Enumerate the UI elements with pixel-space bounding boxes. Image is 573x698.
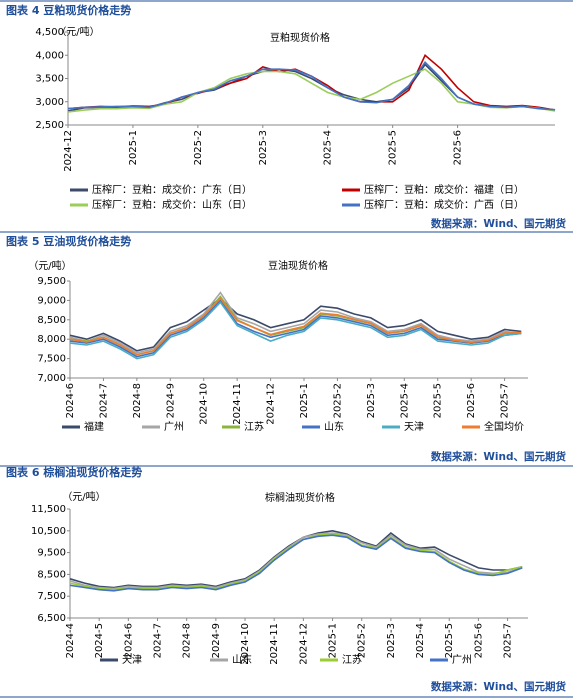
source: 数据来源：Wind、国元期货 xyxy=(430,450,567,463)
x-tick-label: 2024-9 xyxy=(165,383,176,418)
x-tick-label: 2024-11 xyxy=(232,383,243,425)
series-line xyxy=(69,301,522,360)
legend-label: 天津 xyxy=(122,654,142,666)
legend-label: 江苏 xyxy=(342,653,362,666)
x-tick-label: 2024-4 xyxy=(65,623,76,658)
x-tick-label: 2025-7 xyxy=(500,383,511,418)
x-tick-label: 2025-5 xyxy=(388,130,399,165)
y-tick-label: 8,500 xyxy=(37,315,66,326)
legend-label: 全国均价 xyxy=(484,420,524,433)
x-tick-label: 2025-6 xyxy=(466,383,477,418)
x-tick-label: 2024-7 xyxy=(98,383,109,418)
series-line xyxy=(69,532,523,590)
x-tick-label: 2024-9 xyxy=(211,623,222,658)
series-line xyxy=(69,297,522,352)
y-tick-label: 4,500 xyxy=(35,27,64,38)
series-line xyxy=(69,299,522,358)
y-axis-label: （元/吨） xyxy=(56,25,99,38)
series-line xyxy=(69,534,523,592)
x-tick-label: 2025-6 xyxy=(473,623,484,658)
x-tick-label: 2025-7 xyxy=(503,623,514,658)
x-tick-label: 2024-10 xyxy=(199,383,210,425)
legend-label: 天津 xyxy=(404,421,424,433)
x-tick-label: 2024-12 xyxy=(266,383,277,425)
x-tick-label: 2025-4 xyxy=(323,130,334,165)
x-tick-label: 2024-8 xyxy=(132,383,143,418)
x-tick-label: 2025-4 xyxy=(399,383,410,418)
series-line xyxy=(67,60,556,111)
legend-label: 山东 xyxy=(232,653,252,666)
y-tick-label: 10,500 xyxy=(31,526,66,537)
x-tick-label: 2024-6 xyxy=(123,623,134,658)
x-tick-label: 2024-7 xyxy=(153,623,164,658)
y-tick-label: 4,000 xyxy=(35,50,64,61)
x-tick-label: 2025-1 xyxy=(328,623,339,658)
x-tick-label: 2025-2 xyxy=(332,383,343,418)
source: 数据来源：Wind、国元期货 xyxy=(430,217,567,230)
y-tick-label: 11,500 xyxy=(31,504,66,515)
legend-label: 压榨厂：豆粕：成交价：广西（日） xyxy=(364,198,524,211)
x-tick-label: 2025-1 xyxy=(128,130,139,165)
x-tick-label: 2024-5 xyxy=(94,623,105,658)
heading: 图表 6 棕榈油现货价格走势 xyxy=(6,465,142,479)
y-axis-label: （元/吨） xyxy=(62,490,105,503)
chart-title: 棕榈油现货价格 xyxy=(265,491,335,504)
y-tick-label: 3,500 xyxy=(35,74,64,85)
y-axis-label: （元/吨） xyxy=(28,259,71,272)
x-tick-label: 2025-3 xyxy=(258,130,269,165)
x-tick-label: 2025-5 xyxy=(433,383,444,418)
y-tick-label: 9,500 xyxy=(37,548,66,559)
legend-label: 压榨厂：豆粕：成交价：福建（日） xyxy=(364,183,524,196)
y-tick-label: 9,500 xyxy=(37,276,66,287)
legend-label: 广州 xyxy=(164,421,184,433)
legend-label: 压榨厂：豆粕：成交价：山东（日） xyxy=(92,198,252,211)
x-tick-label: 2024-8 xyxy=(182,623,193,658)
y-tick-label: 7,500 xyxy=(37,354,66,365)
x-tick-label: 2024-12 xyxy=(298,623,309,665)
y-tick-label: 7,500 xyxy=(37,591,66,602)
chart-title: 豆粕现货价格 xyxy=(270,31,330,44)
y-tick-label: 8,500 xyxy=(37,569,66,580)
heading: 图表 4 豆粕现货价格走势 xyxy=(6,3,131,17)
legend-label: 压榨厂：豆粕：成交价：广东（日） xyxy=(92,183,252,196)
x-tick-label: 2025-3 xyxy=(386,623,397,658)
x-tick-label: 2025-3 xyxy=(366,383,377,418)
y-tick-label: 8,000 xyxy=(37,334,66,345)
source: 数据来源：Wind、国元期货 xyxy=(430,680,567,693)
x-tick-label: 2024-6 xyxy=(65,383,76,418)
series-line xyxy=(69,291,522,354)
legend-label: 广州 xyxy=(452,654,472,666)
chart-title: 豆油现货价格 xyxy=(268,259,328,272)
legend-label: 江苏 xyxy=(244,420,264,433)
x-tick-label: 2025-2 xyxy=(193,130,204,165)
heading: 图表 5 豆油现货价格走势 xyxy=(6,234,131,248)
x-tick-label: 2025-2 xyxy=(357,623,368,658)
y-tick-label: 9,000 xyxy=(37,295,66,306)
x-tick-label: 2024-11 xyxy=(269,623,280,665)
legend-label: 福建 xyxy=(84,420,104,433)
y-tick-label: 6,500 xyxy=(37,613,66,624)
x-tick-label: 2024-10 xyxy=(240,623,251,665)
x-tick-label: 2025-1 xyxy=(299,383,310,418)
y-tick-label: 2,500 xyxy=(35,120,64,131)
x-tick-label: 2025-6 xyxy=(453,130,464,165)
series-line xyxy=(69,529,523,589)
x-tick-label: 2025-4 xyxy=(415,623,426,658)
x-tick-label: 2025-5 xyxy=(444,623,455,658)
y-tick-label: 3,000 xyxy=(35,97,64,108)
series-line xyxy=(69,297,522,356)
y-tick-label: 7,000 xyxy=(37,373,66,384)
legend-label: 山东 xyxy=(324,420,344,433)
x-tick-label: 2024-12 xyxy=(63,130,74,172)
